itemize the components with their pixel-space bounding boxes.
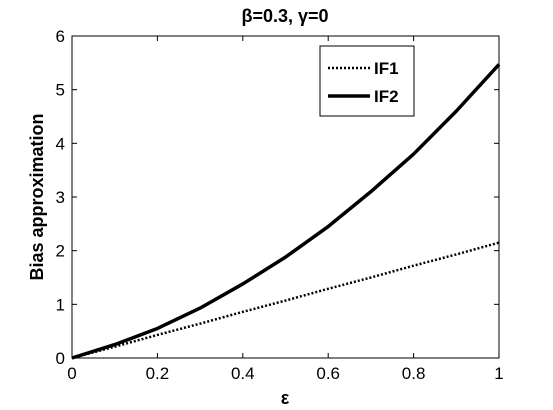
- y-tick-label: 0: [56, 349, 65, 368]
- x-tick-label: 1: [494, 364, 503, 383]
- chart-title: β=0.3, γ=0: [241, 6, 328, 26]
- series-line-if1: [71, 241, 500, 360]
- plot-area: [71, 35, 500, 359]
- y-tick-label: 2: [56, 242, 65, 261]
- y-tick-label: 3: [56, 188, 65, 207]
- legend-label-if1: IF1: [374, 59, 399, 78]
- y-tick-label: 5: [56, 81, 65, 100]
- y-axis-title: Bias approximation: [27, 113, 47, 280]
- x-tick-label: 0.8: [402, 364, 426, 383]
- y-tick-label: 6: [56, 27, 65, 46]
- x-tick-label: 0: [67, 364, 76, 383]
- legend-label-if2: IF2: [374, 87, 399, 106]
- x-axis-title: ε: [281, 388, 290, 408]
- legend-box: [319, 45, 415, 117]
- x-tick-label: 0.2: [146, 364, 170, 383]
- ticks-layer: 0 0.2 0.4 0.6 0.8 1 0 1 2 3 4 5 6: [56, 27, 504, 383]
- series-line-if2: [71, 63, 501, 360]
- series-layer: [71, 63, 501, 360]
- y-tick-label: 1: [56, 295, 65, 314]
- y-tick-label: 4: [56, 134, 65, 153]
- x-tick-label: 0.6: [316, 364, 340, 383]
- x-tick-label: 0.4: [231, 364, 255, 383]
